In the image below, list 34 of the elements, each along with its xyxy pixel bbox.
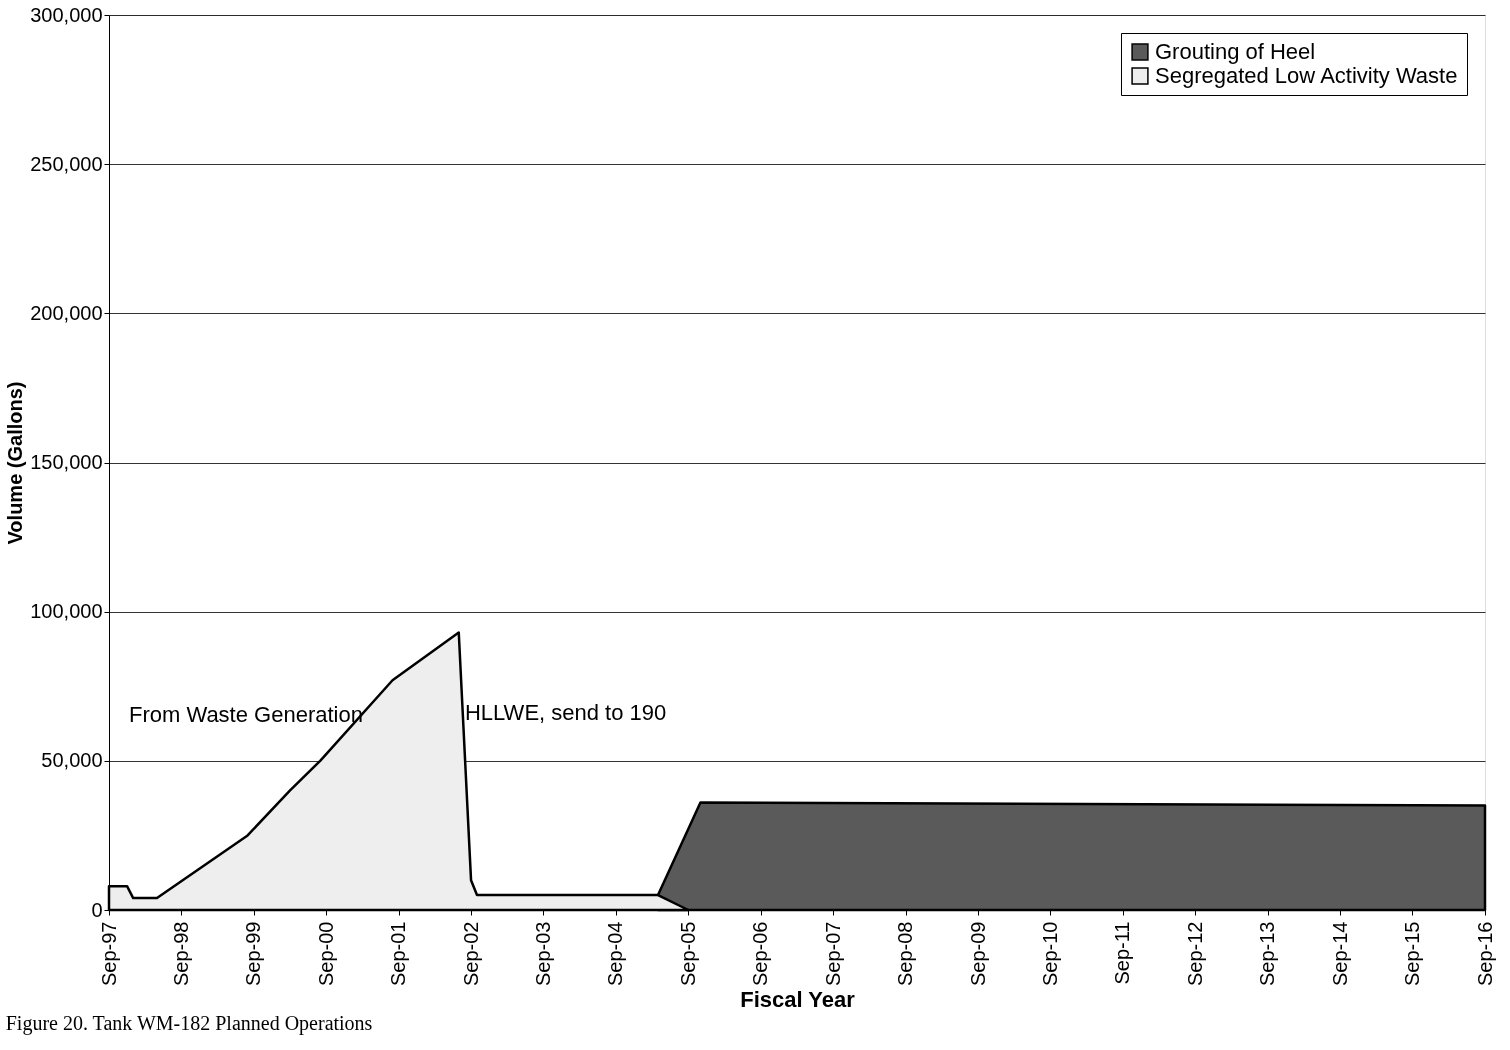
x-tick-label: Sep-04 bbox=[604, 921, 627, 986]
y-tick-label: 250,000 bbox=[30, 152, 103, 175]
x-tick-label: Sep-15 bbox=[1400, 921, 1423, 986]
x-tick-label: Sep-98 bbox=[169, 921, 192, 986]
x-tick-label: Sep-13 bbox=[1256, 921, 1279, 986]
x-tick-label: Sep-03 bbox=[531, 921, 554, 986]
annotation: HLLWE, send to 190 bbox=[464, 700, 667, 726]
x-tick-label: Sep-12 bbox=[1183, 921, 1206, 986]
y-tick-label: 50,000 bbox=[41, 749, 103, 772]
x-tick-label: Sep-11 bbox=[1111, 921, 1134, 985]
x-tick-label: Sep-00 bbox=[314, 921, 337, 986]
x-tick-label: Sep-08 bbox=[894, 921, 917, 986]
x-tick-label: Sep-07 bbox=[821, 921, 844, 986]
x-axis-title: Fiscal Year bbox=[740, 986, 856, 1012]
x-tick-label: Sep-10 bbox=[1038, 921, 1061, 986]
y-tick-label: 0 bbox=[91, 898, 103, 921]
x-tick-label: Sep-06 bbox=[749, 921, 772, 986]
legend-label: Segregated Low Activity Waste bbox=[1155, 63, 1458, 88]
y-tick-label: 100,000 bbox=[30, 600, 103, 623]
y-axis-title: Volume (Gallons) bbox=[4, 381, 27, 545]
x-tick-label: Sep-97 bbox=[97, 921, 120, 986]
legend-label: Grouting of Heel bbox=[1155, 39, 1316, 64]
y-tick-label: 150,000 bbox=[30, 451, 103, 473]
x-tick-label: Sep-09 bbox=[966, 921, 989, 986]
y-tick-label: 300,000 bbox=[30, 3, 103, 26]
x-tick-label: Sep-14 bbox=[1328, 921, 1351, 986]
x-tick-label: Sep-99 bbox=[242, 921, 265, 986]
x-tick-label: Sep-05 bbox=[676, 921, 699, 986]
x-tick-label: Sep-16 bbox=[1473, 921, 1496, 986]
y-tick-label: 200,000 bbox=[30, 301, 103, 324]
caption: Figure 20. Tank WM-182 Planned Operations bbox=[5, 1012, 373, 1036]
x-tick-label: Sep-02 bbox=[459, 921, 482, 986]
x-tick-label: Sep-01 bbox=[387, 921, 410, 986]
annotation: From Waste Generation bbox=[129, 702, 363, 727]
